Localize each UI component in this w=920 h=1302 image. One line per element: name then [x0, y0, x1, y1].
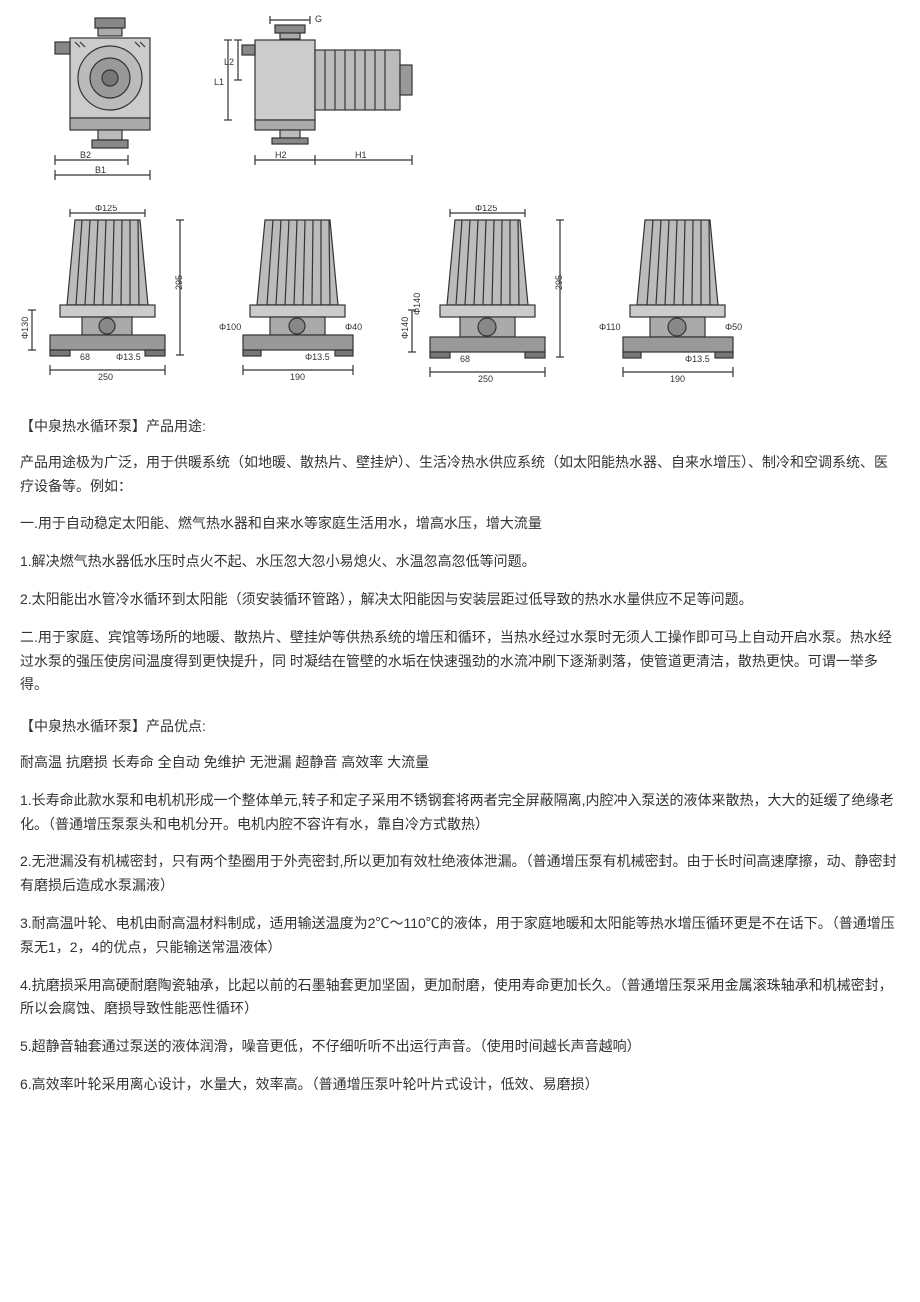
dim-phi125-3: Φ125: [475, 205, 497, 213]
dim-phi140b-3: Φ140: [412, 293, 422, 315]
dim-68-1: 68: [80, 352, 90, 362]
dim-phi130-1: Φ130: [20, 317, 30, 339]
advantage-3: 3.耐高温叶轮、电机由耐高温材料制成，适用输送温度为2℃～110℃的液体，用于家…: [20, 912, 900, 960]
diagram-base-4: Φ110 190 Φ50 Φ13.5: [595, 205, 760, 395]
usage-sub-2: 2.太阳能出水管冷水循环到太阳能（须安装循环管路），解决太阳能因与安装层距过低导…: [20, 588, 900, 612]
dim-h2: H2: [275, 150, 287, 160]
dim-phi135-4: Φ13.5: [685, 354, 710, 364]
usage-point-1: 一.用于自动稳定太阳能、燃气热水器和自来水等家庭生活用水，增高水压，增大流量: [20, 512, 900, 536]
advantage-4: 4.抗磨损采用高硬耐磨陶瓷轴承，比起以前的石墨轴套更加坚固，更加耐磨，使用寿命更…: [20, 974, 900, 1022]
dim-phi40-2: Φ40: [345, 322, 362, 332]
dim-phi135-2: Φ13.5: [305, 352, 330, 362]
dim-phi135-1: Φ13.5: [116, 352, 141, 362]
diagram-row-2: Φ125 Φ130 295: [20, 205, 900, 395]
dim-295-3: 295: [554, 275, 564, 290]
advantage-1: 1.长寿命此款水泵和电机机形成一个整体单元,转子和定子采用不锈钢套将两者完全屏蔽…: [20, 789, 900, 837]
advantage-heading: 【中泉热水循环泵】产品优点:: [20, 715, 900, 739]
dim-phi100-2: Φ100: [219, 322, 241, 332]
advantage-2: 2.无泄漏没有机械密封，只有两个垫圈用于外壳密封,所以更加有效杜绝液体泄漏。（普…: [20, 850, 900, 898]
advantage-5: 5.超静音轴套通过泵送的液体润滑，噪音更低，不仔细听听不出运行声音。（使用时间越…: [20, 1035, 900, 1059]
dim-l2: L2: [224, 57, 234, 67]
dim-190-2: 190: [290, 372, 305, 382]
dim-250-3: 250: [478, 374, 493, 384]
usage-intro: 产品用途极为广泛，用于供暖系统（如地暖、散热片、壁挂炉）、生活冷热水供应系统（如…: [20, 451, 900, 499]
dim-b1: B1: [95, 165, 106, 175]
dim-l1: L1: [214, 77, 224, 87]
dim-phi125-1: Φ125: [95, 205, 117, 213]
usage-heading: 【中泉热水循环泵】产品用途:: [20, 415, 900, 439]
diagram-base-2: Φ100 190 Φ40 Φ13.5: [215, 205, 380, 395]
usage-point-2: 二.用于家庭、宾馆等场所的地暖、散热片、壁挂炉等供热系统的增压和循环，当热水经过…: [20, 626, 900, 697]
dim-phi140-3: Φ140: [400, 317, 410, 339]
dim-295-1: 295: [174, 275, 184, 290]
dim-phi50-4: Φ50: [725, 322, 742, 332]
usage-sub-1: 1.解决燃气热水器低水压时点火不起、水压忽大忽小易熄火、水温忽高忽低等问题。: [20, 550, 900, 574]
advantage-6: 6.高效率叶轮采用离心设计，水量大，效率高。（普通增压泵叶轮叶片式设计，低效、易…: [20, 1073, 900, 1097]
advantage-summary: 耐高温 抗磨损 长寿命 全自动 免维护 无泄漏 超静音 高效率 大流量: [20, 751, 900, 775]
diagram-base-1: Φ125 Φ130 295: [20, 205, 195, 395]
diagram-side-view: G L: [210, 10, 430, 190]
diagram-front-view: B2 B1: [20, 10, 190, 190]
dim-250-1: 250: [98, 372, 113, 382]
diagram-section: B2 B1 G: [20, 10, 900, 395]
diagram-row-1: B2 B1 G: [20, 10, 900, 190]
dim-g: G: [315, 14, 322, 24]
diagram-base-3: Φ125 Φ140 295 250 68 Φ140: [400, 205, 575, 395]
dim-b2: B2: [80, 150, 91, 160]
dim-190-4: 190: [670, 374, 685, 384]
dim-h1: H1: [355, 150, 367, 160]
dim-phi110-4: Φ110: [599, 322, 621, 332]
dim-68-3: 68: [460, 354, 470, 364]
